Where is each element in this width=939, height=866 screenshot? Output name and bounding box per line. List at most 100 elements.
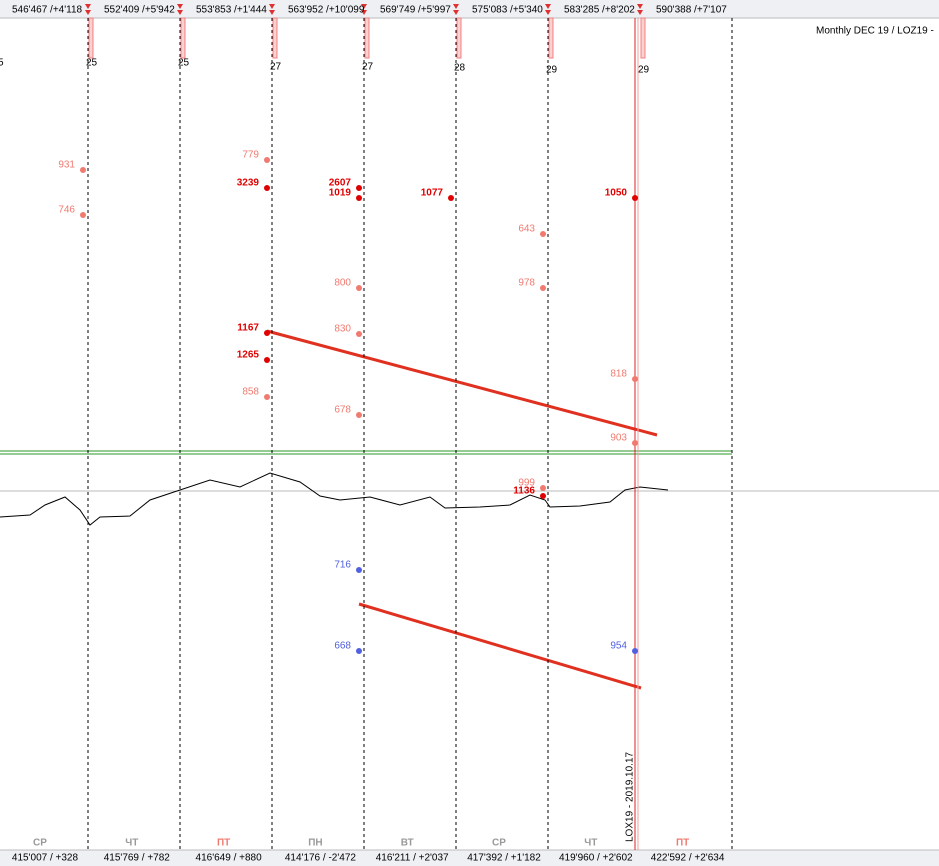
weekday-label: ЧТ bbox=[584, 838, 597, 849]
header-label: 590'388 /+7'107 bbox=[656, 5, 727, 16]
header-label: 563'952 /+10'099 bbox=[288, 5, 365, 16]
level-label: 779 bbox=[242, 150, 259, 161]
day-number: 27 bbox=[270, 62, 282, 73]
header-label: 552'409 /+5'942 bbox=[104, 5, 175, 16]
level-dot bbox=[356, 195, 362, 201]
level-label: 931 bbox=[58, 160, 75, 171]
level-label: 1265 bbox=[237, 350, 260, 361]
level-label: 1136 bbox=[513, 486, 535, 497]
level-dot bbox=[356, 285, 362, 291]
level-label: 716 bbox=[334, 560, 351, 571]
header-label: 553'853 /+1'444 bbox=[196, 5, 267, 16]
level-label: 800 bbox=[334, 278, 351, 289]
day-number: 28 bbox=[454, 63, 466, 74]
level-label: 818 bbox=[610, 369, 627, 380]
level-label: 954 bbox=[610, 641, 627, 652]
weekday-label: ЧТ bbox=[125, 838, 138, 849]
day-marker bbox=[364, 17, 370, 59]
weekday-label: СР bbox=[33, 838, 47, 849]
level-dot bbox=[264, 357, 270, 363]
level-dot bbox=[356, 567, 362, 573]
day-marker bbox=[548, 17, 554, 59]
header-bar bbox=[0, 0, 939, 18]
level-label: 903 bbox=[610, 433, 627, 444]
header-label: 575'083 /+5'340 bbox=[472, 5, 543, 16]
level-label: 830 bbox=[334, 324, 351, 335]
day-number: 25 bbox=[86, 58, 98, 69]
footer-label: 415'769 / +782 bbox=[104, 853, 171, 864]
footer-label: 416'211 / +2'037 bbox=[376, 853, 449, 864]
day-arrow bbox=[361, 4, 367, 15]
day-marker bbox=[272, 17, 278, 59]
level-label: 668 bbox=[334, 641, 351, 652]
day-arrow bbox=[545, 4, 551, 15]
footer-label: 414'176 / -2'472 bbox=[285, 853, 357, 864]
day-number: 29 bbox=[638, 65, 650, 76]
header-label: 569'749 /+5'997 bbox=[380, 5, 451, 16]
day-marker bbox=[88, 17, 94, 59]
header-label: 583'285 /+8'202 bbox=[564, 5, 635, 16]
day-number: 29 bbox=[546, 65, 558, 76]
level-label: 678 bbox=[334, 405, 351, 416]
footer-bar bbox=[0, 850, 939, 866]
trend-line bbox=[266, 329, 658, 437]
day-number: 5 bbox=[0, 58, 4, 69]
level-dot bbox=[632, 195, 638, 201]
weekday-label: ПТ bbox=[676, 838, 689, 849]
level-dot bbox=[356, 185, 362, 191]
level-dot bbox=[264, 185, 270, 191]
day-marker bbox=[456, 17, 462, 59]
day-marker bbox=[180, 17, 186, 59]
level-dot bbox=[356, 331, 362, 337]
level-label: 999 bbox=[518, 478, 535, 489]
day-arrow bbox=[177, 4, 183, 15]
footer-label: 416'649 / +880 bbox=[196, 853, 263, 864]
weekday-label: СР bbox=[492, 838, 506, 849]
level-label: 643 bbox=[518, 224, 535, 235]
level-label: 746 bbox=[58, 205, 75, 216]
day-arrow bbox=[453, 4, 459, 15]
level-dot bbox=[540, 493, 546, 499]
level-dot bbox=[540, 285, 546, 291]
level-dot bbox=[356, 412, 362, 418]
level-dot bbox=[540, 231, 546, 237]
weekday-label: ПН bbox=[308, 838, 322, 849]
level-label: 1019 bbox=[329, 188, 352, 199]
level-dot bbox=[80, 212, 86, 218]
day-arrow bbox=[269, 4, 275, 15]
day-marker bbox=[640, 17, 646, 59]
level-dot bbox=[632, 440, 638, 446]
level-label: 978 bbox=[518, 278, 535, 289]
level-dot bbox=[264, 394, 270, 400]
footer-label: 417'392 / +1'182 bbox=[467, 853, 541, 864]
trend-line bbox=[358, 602, 642, 690]
header-label: 546'467 /+4'118 bbox=[12, 5, 83, 16]
day-arrow bbox=[85, 4, 91, 15]
price-bars bbox=[0, 472, 669, 526]
level-dot bbox=[264, 157, 270, 163]
chart-title: Monthly DEC 19 / LOZ19 - bbox=[816, 26, 934, 37]
level-dot bbox=[632, 648, 638, 654]
level-dot bbox=[356, 648, 362, 654]
level-label: 1077 bbox=[421, 188, 444, 199]
level-dot bbox=[632, 376, 638, 382]
weekday-label: ВТ bbox=[401, 838, 414, 849]
level-label: 1050 bbox=[605, 188, 628, 199]
day-number: 25 bbox=[178, 58, 190, 69]
level-dot bbox=[80, 167, 86, 173]
level-dot bbox=[540, 485, 546, 491]
marker-label: LOX19 - 2019.10.17 bbox=[625, 751, 636, 842]
level-label: 3239 bbox=[237, 178, 260, 189]
level-label: 858 bbox=[242, 387, 259, 398]
footer-label: 419'960 / +2'602 bbox=[559, 853, 633, 864]
level-dot bbox=[264, 330, 270, 336]
level-dot bbox=[448, 195, 454, 201]
level-label: 1167 bbox=[237, 323, 259, 334]
level-label: 2607 bbox=[329, 178, 352, 189]
footer-label: 422'592 / +2'634 bbox=[651, 853, 725, 864]
weekday-label: ПТ bbox=[217, 838, 230, 849]
footer-label: 415'007 / +328 bbox=[12, 853, 79, 864]
day-number: 27 bbox=[362, 62, 374, 73]
day-arrow bbox=[637, 4, 643, 15]
